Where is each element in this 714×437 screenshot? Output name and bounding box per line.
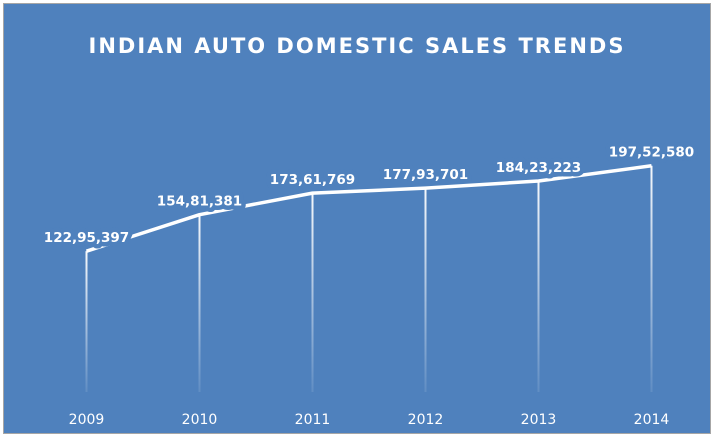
- x-tick-label: 2013: [521, 412, 557, 428]
- drop-line: [85, 251, 88, 392]
- data-label: 154,81,381: [157, 194, 242, 210]
- data-label: 197,52,580: [609, 145, 694, 161]
- drop-line: [311, 193, 314, 392]
- x-tick-label: 2011: [295, 412, 331, 428]
- x-tick-label: 2012: [408, 412, 444, 428]
- drop-line: [424, 188, 427, 392]
- x-tick-label: 2014: [634, 412, 670, 428]
- chart-background: [3, 3, 711, 434]
- data-line: [85, 164, 652, 253]
- drop-line: [537, 180, 540, 392]
- chart-title: INDIAN AUTO DOMESTIC SALES TRENDS: [89, 34, 626, 58]
- x-tick-label: 2010: [182, 412, 218, 428]
- data-label: 173,61,769: [270, 172, 355, 188]
- data-label: 122,95,397: [44, 230, 129, 246]
- data-label: 184,23,223: [496, 160, 581, 176]
- drop-line: [198, 214, 201, 392]
- drop-line: [650, 165, 653, 392]
- x-tick-label: 2009: [69, 412, 105, 428]
- data-label: 177,93,701: [383, 167, 468, 183]
